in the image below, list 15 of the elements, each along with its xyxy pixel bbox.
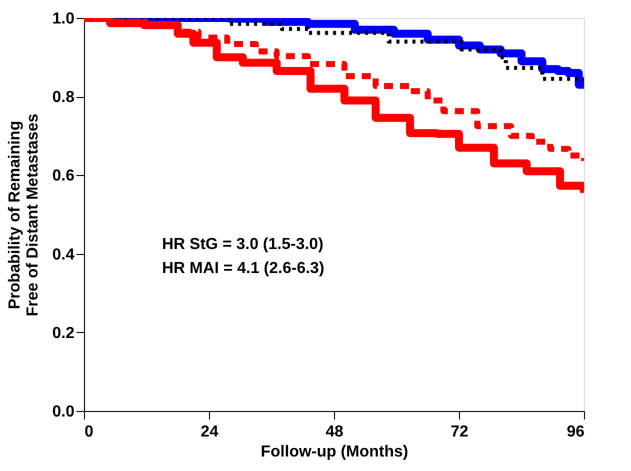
x-tick-label: 48 xyxy=(326,424,344,440)
y-tick-label: 0.0 xyxy=(52,404,75,420)
y-tick-label: 0.6 xyxy=(52,168,75,185)
x-tick-label: 24 xyxy=(200,424,218,440)
x-tick-label: 72 xyxy=(450,424,468,440)
y-tick-label: 0.4 xyxy=(52,246,75,264)
x-axis-title: Follow-up (Months) xyxy=(260,444,408,460)
x-tick-label: 96 xyxy=(566,424,585,440)
y-tick-label: 1.0 xyxy=(52,10,75,28)
x-tick-label: 0 xyxy=(84,424,94,440)
annotation: HR StG = 3.0 (1.5-3.0) xyxy=(162,236,324,253)
annotation: HR MAI = 4.1 (2.6-6.3) xyxy=(162,260,324,277)
y-tick-label: 0.2 xyxy=(52,324,75,342)
y-tick-label: 0.8 xyxy=(52,89,75,106)
y-axis-title: Probability of Remaining Free of Distant Metastases xyxy=(6,114,42,316)
